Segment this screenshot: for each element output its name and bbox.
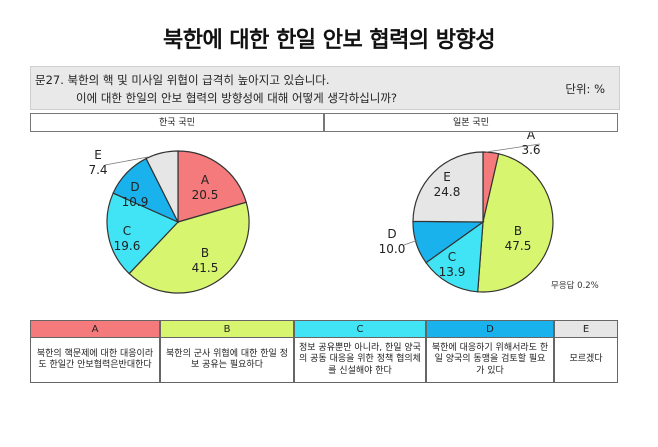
slice-value-label: 20.5	[192, 188, 219, 202]
leader-line	[104, 156, 149, 166]
slice-value-label: 7.4	[88, 163, 107, 177]
slice-value-label: 10.9	[122, 195, 149, 209]
slice-value-label: 47.5	[505, 239, 532, 253]
legend-column-e: E 모르겠다	[554, 320, 618, 383]
slice-category-label: C	[123, 224, 131, 238]
slice-value-label: 3.6	[521, 143, 540, 157]
question-box: 문27. 북한의 핵 및 미사일 위협이 급격히 높아지고 있습니다. 이에 대…	[30, 66, 620, 110]
legend-column-b: B 북한의 군사 위협에 대한 한일 정보 공유는 필요하다	[160, 320, 294, 383]
unit-label: 단위: %	[565, 82, 605, 96]
question-line-1: 문27. 북한의 핵 및 미사일 위협이 급격히 높아지고 있습니다.	[35, 73, 330, 87]
slice-value-label: 13.9	[439, 265, 466, 279]
page-title: 북한에 대한 한일 안보 협력의 방향성	[163, 28, 495, 53]
legend-key: D	[426, 320, 554, 338]
slice-value-label: 19.6	[114, 239, 141, 253]
legend-column-c: C 정보 공유뿐만 아니라, 한일 양국의 공동 대응을 위한 정책 협의체를 …	[294, 320, 426, 383]
slice-category-label: A	[201, 173, 210, 187]
slice-category-label: D	[387, 227, 396, 241]
slice-value-label: 10.0	[379, 242, 406, 256]
leader-line	[485, 143, 541, 153]
slice-category-label: B	[514, 224, 522, 238]
legend-key: B	[160, 320, 294, 338]
korea-pie: A20.5 B41.5 C19.6 D10.9 E7.4	[88, 148, 250, 294]
japan-chart-header: 일본 국민	[324, 113, 618, 132]
legend-column-a: A 북한의 핵문제에 대한 대응이라도 한일간 안보협력은반대한다	[30, 320, 160, 383]
question-line-2: 이에 대한 한일의 안보 협력의 방향성에 대해 어떻게 생각하십니까?	[76, 91, 398, 105]
japan-pie: A3.6 B47.5 C13.9 D10.0 E24.8	[379, 132, 554, 293]
korea-chart-header: 한국 국민	[30, 113, 324, 132]
legend-text: 북한의 핵문제에 대한 대응이라도 한일간 안보협력은반대한다	[30, 338, 160, 383]
pie-slice-a	[177, 150, 247, 223]
legend-text: 북한에 대응하기 위해서라도 한일 양국의 동맹을 검토할 필요가 있다	[426, 338, 554, 383]
legend-key: C	[294, 320, 426, 338]
pie-slice-c	[106, 192, 180, 275]
legend-text: 정보 공유뿐만 아니라, 한일 양국의 공동 대응을 위한 정책 협의체를 신설…	[294, 338, 426, 383]
slice-category-label: A	[527, 132, 536, 142]
slice-category-label: E	[443, 170, 451, 184]
leader-line	[403, 239, 419, 246]
slice-value-label: 41.5	[192, 261, 219, 275]
legend-text: 모르겠다	[554, 338, 618, 383]
pie-slice-e	[145, 150, 179, 223]
legend-key: E	[554, 320, 618, 338]
slice-category-label: E	[94, 148, 102, 162]
pie-slice-b	[477, 153, 554, 293]
pie-slice-e	[412, 151, 484, 223]
slice-category-label: B	[201, 246, 209, 260]
slice-category-label: D	[130, 180, 139, 194]
legend-text: 북한의 군사 위협에 대한 한일 정보 공유는 필요하다	[160, 338, 294, 383]
no-response-note: 무응답 0.2%	[551, 281, 599, 291]
pie-slice-b	[128, 201, 250, 294]
legend-column-d: D 북한에 대응하기 위해서라도 한일 양국의 동맹을 검토할 필요가 있다	[426, 320, 554, 383]
pie-slice-c	[425, 220, 484, 293]
slice-value-label: 24.8	[434, 185, 461, 199]
slice-category-label: C	[448, 250, 456, 264]
legend-key: A	[30, 320, 160, 338]
